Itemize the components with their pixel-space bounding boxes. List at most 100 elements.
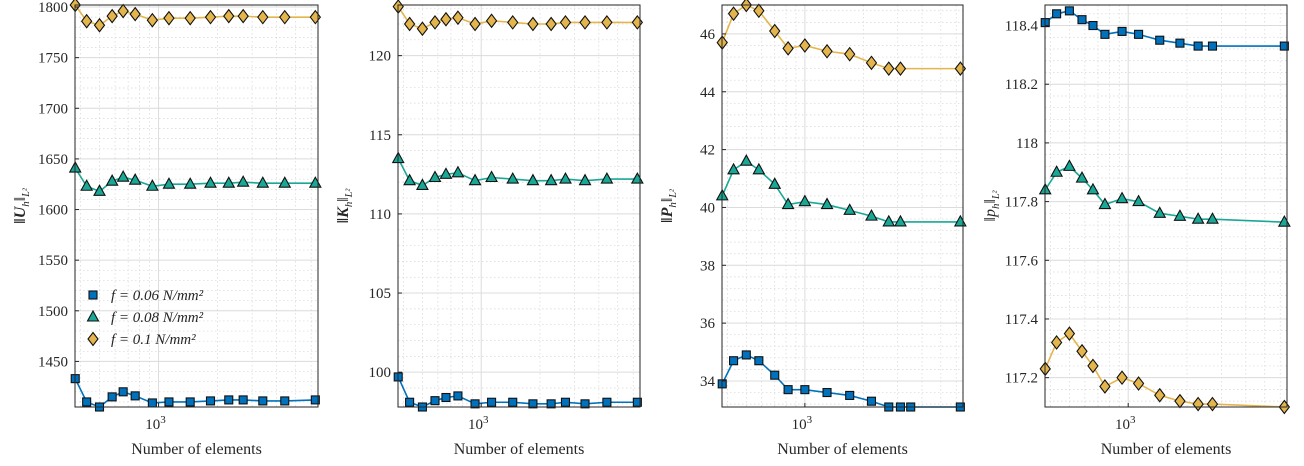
data-point-diamond (163, 10, 175, 26)
data-point-triangle (578, 173, 592, 186)
y-tick-label: 1700 (38, 101, 68, 117)
chart-panel-4: 117.2 117.4 117.6 117.8 118 118.2 118.4 103 Numb… (982, 4, 1291, 458)
y-tick-label: 117.8 (1005, 195, 1038, 211)
data-point-diamond (93, 17, 106, 33)
data-point-diamond (117, 3, 129, 19)
y-tick-label: 110 (369, 207, 391, 223)
data-point-triangle (428, 170, 442, 183)
data-point-triangle (752, 162, 766, 175)
data-point-triangle (93, 184, 106, 196)
data-point-triangle (256, 176, 270, 188)
y-tick-label: 40 (700, 200, 715, 216)
data-point-triangle (739, 154, 753, 166)
x-axis-label: Number of elements (777, 441, 908, 458)
data-point-square (1052, 9, 1062, 19)
y-tick-label: 44 (700, 85, 716, 101)
data-point-diamond (1154, 387, 1166, 403)
data-point-square (1100, 29, 1110, 39)
x-tick-label: 103 (145, 414, 166, 433)
data-point-triangle (222, 176, 236, 188)
data-point-square (258, 396, 268, 406)
data-point-triangle (128, 173, 142, 185)
data-point-square (1155, 35, 1165, 45)
data-point-diamond (545, 16, 557, 32)
y-tick-label: 42 (700, 143, 715, 159)
data-point-triangle (278, 176, 292, 188)
data-point-square (546, 399, 556, 409)
data-point-square (1064, 6, 1074, 16)
data-point-diamond (146, 12, 159, 28)
data-point-diamond (440, 11, 452, 27)
axes-frame (1044, 4, 1288, 408)
data-point-diamond (865, 55, 878, 71)
y-tick-label: 38 (700, 258, 715, 274)
data-point-triangle (439, 167, 453, 179)
x-axis-label: Number of elements (1101, 441, 1232, 458)
data-point-square (130, 391, 140, 401)
data-point-diamond (894, 61, 907, 77)
data-point-triangle (798, 194, 812, 207)
x-tick-label: 103 (792, 414, 813, 433)
data-point-triangle (1075, 170, 1089, 183)
data-point-diamond (452, 10, 464, 26)
y-tick-label: 117.6 (1005, 253, 1039, 269)
data-point-square (770, 370, 780, 380)
data-point-square (1279, 41, 1289, 51)
data-point-triangle (183, 177, 197, 189)
data-point-diamond (309, 9, 322, 25)
y-tick-label: 46 (700, 27, 716, 43)
y-tick-label: 118 (1016, 136, 1038, 152)
data-point-square (147, 398, 157, 408)
data-point-diamond (1063, 326, 1076, 342)
data-point-square (453, 391, 463, 401)
data-point-square (310, 395, 320, 405)
y-axis-label: ‖ph‖L² (982, 189, 1002, 221)
data-point-square (441, 392, 451, 403)
chart-panel-2: 100 105 110 115 120 103 Number of elements ‖Kh‖… (335, 0, 644, 458)
data-point-diamond (579, 15, 591, 30)
data-point-square (224, 395, 234, 405)
data-point-diamond (883, 61, 895, 77)
data-point-diamond (1192, 396, 1204, 412)
chart-panel-1: 1450 1500 1550 1600 1650 1700 1750 1800 103 Numbe… (12, 0, 322, 458)
x-tick-label: 103 (468, 414, 489, 433)
data-point-diamond (799, 38, 811, 53)
data-point-diamond (753, 3, 765, 19)
data-point-triangle (162, 177, 176, 189)
y-tick-label: 117.4 (1005, 312, 1039, 328)
y-axis-label: ‖Ph‖L² (659, 188, 679, 223)
data-point-diamond (821, 43, 833, 59)
data-point-diamond (559, 15, 572, 30)
x-tick-label: 103 (1115, 414, 1136, 433)
data-point-diamond (1174, 393, 1186, 409)
data-point-square (1193, 41, 1203, 51)
data-point-diamond (1099, 379, 1111, 394)
data-point-diamond (403, 16, 416, 32)
data-point-square (164, 397, 174, 407)
data-point-triangle (820, 197, 834, 210)
y-tick-label: 105 (369, 286, 392, 302)
data-point-square (508, 397, 518, 407)
data-point-diamond (485, 13, 498, 29)
data-point-triangle (403, 173, 417, 186)
data-point-square (602, 397, 612, 407)
data-point-square (205, 396, 216, 406)
data-point-triangle (544, 173, 558, 186)
data-point-triangle (236, 175, 250, 187)
data-point-diamond (740, 0, 752, 13)
x-axis-label: Number of elements (454, 441, 585, 458)
data-point-triangle (1206, 212, 1219, 224)
y-tick-label: 1600 (38, 203, 68, 219)
data-point-square (470, 399, 480, 409)
legend-label-1: f = 0.06 N/mm² (111, 288, 204, 304)
y-tick-label: 100 (369, 365, 392, 381)
legend-label-3: f = 0.1 N/mm² (111, 332, 196, 348)
data-point-diamond (782, 40, 794, 56)
data-point-triangle (781, 197, 795, 210)
data-point-diamond (279, 9, 291, 25)
data-point-square (118, 387, 128, 397)
data-point-diamond (1132, 376, 1145, 391)
data-point-triangle (1153, 206, 1167, 218)
axes-frame (74, 4, 319, 408)
data-point-triangle (506, 171, 520, 184)
